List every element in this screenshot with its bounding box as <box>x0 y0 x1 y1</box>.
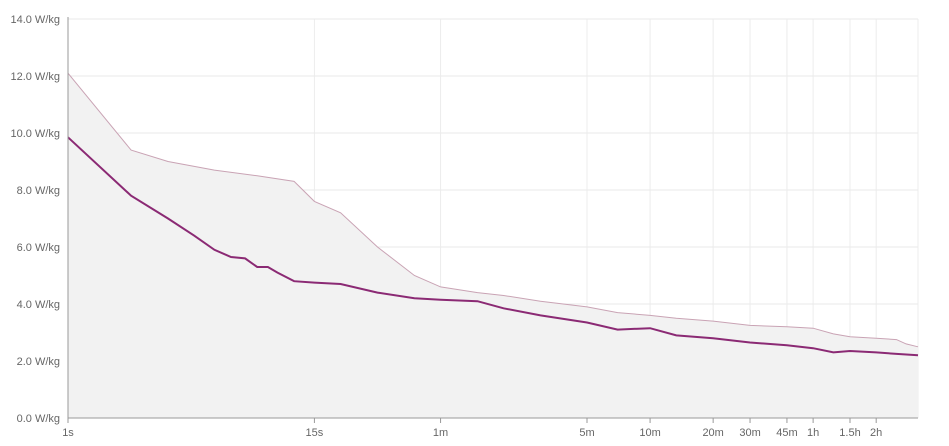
x-tick-label: 1m <box>433 427 448 439</box>
y-tick-label: 4.0 W/kg <box>17 299 60 311</box>
y-axis-labels: 0.0 W/kg 2.0 W/kg 4.0 W/kg 6.0 W/kg 8.0 W/kg… <box>10 14 60 425</box>
x-tick-label: 20m <box>702 427 723 439</box>
y-tick-label: 2.0 W/kg <box>17 356 60 368</box>
main-line <box>67 136 919 357</box>
x-tick-label: 1h <box>807 427 819 439</box>
y-tick-label: 12.0 W/kg <box>10 71 60 83</box>
x-tick-label: 5m <box>579 427 594 439</box>
area-fill <box>68 73 918 418</box>
area-top-line <box>67 72 919 348</box>
x-tick-label: 30m <box>739 427 760 439</box>
x-tick-label: 1.5h <box>839 427 860 439</box>
y-tick-label: 6.0 W/kg <box>17 242 60 254</box>
x-tick-label: 10m <box>639 427 660 439</box>
x-tick-label: 15s <box>306 427 324 439</box>
x-tick-label: 1s <box>62 427 74 439</box>
x-axis-labels: 1s 15s 1m 5m 10m 20m 30m 45m 1h 1.5h 2h <box>62 427 882 439</box>
y-tick-label: 14.0 W/kg <box>10 14 60 26</box>
x-tick-label: 2h <box>870 427 882 439</box>
axes <box>67 17 918 423</box>
y-tick-label: 10.0 W/kg <box>10 128 60 140</box>
y-tick-label: 8.0 W/kg <box>17 185 60 197</box>
y-tick-label: 0.0 W/kg <box>17 413 60 425</box>
x-tick-label: 45m <box>776 427 797 439</box>
